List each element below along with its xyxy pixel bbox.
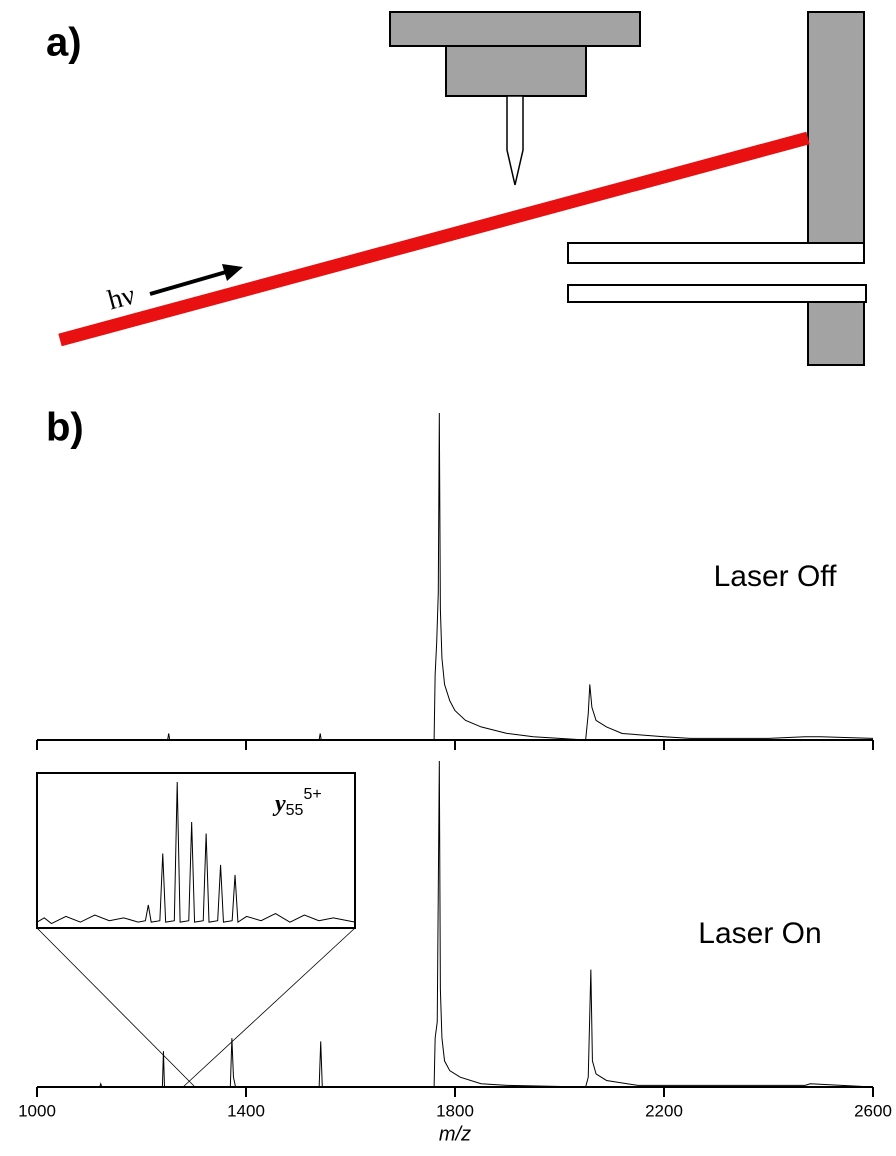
inset-frame: [36, 772, 356, 929]
ion-type: y: [272, 791, 286, 817]
inlet-plate: [807, 11, 865, 244]
arrow-head: [222, 264, 243, 281]
inset-spectrum: [36, 781, 356, 925]
ion-index: 55: [286, 802, 304, 819]
x-axis-title: m/z: [439, 1123, 471, 1145]
spectrum-label: Laser On: [698, 917, 821, 950]
spectrum: [37, 760, 874, 1088]
capillary-wall: [567, 284, 867, 303]
emitter-tip: [506, 95, 524, 186]
x-tick-label: 1800: [436, 1101, 474, 1120]
arrow: [149, 270, 227, 296]
zoom-line: [182, 927, 356, 1088]
spectrum: [37, 412, 874, 741]
zoom-line: [36, 927, 196, 1088]
charge-state: 5+: [303, 786, 321, 803]
x-tick-label: 1000: [18, 1101, 56, 1120]
laser-beam: [58, 131, 810, 347]
capillary-wall: [567, 242, 865, 264]
photon-label: hν: [105, 280, 139, 317]
spectrum-label: Laser Off: [714, 560, 838, 593]
emitter-mount: [389, 11, 641, 47]
inset-label: y555+: [272, 786, 322, 819]
x-tick-label: 2200: [645, 1101, 683, 1120]
emitter-holder: [445, 45, 587, 97]
x-tick-label: 1400: [227, 1101, 265, 1120]
panel-label: a): [46, 21, 82, 65]
x-tick-label: 2600: [854, 1101, 892, 1120]
panel-label: b): [46, 406, 84, 450]
inlet-plate: [807, 301, 865, 366]
